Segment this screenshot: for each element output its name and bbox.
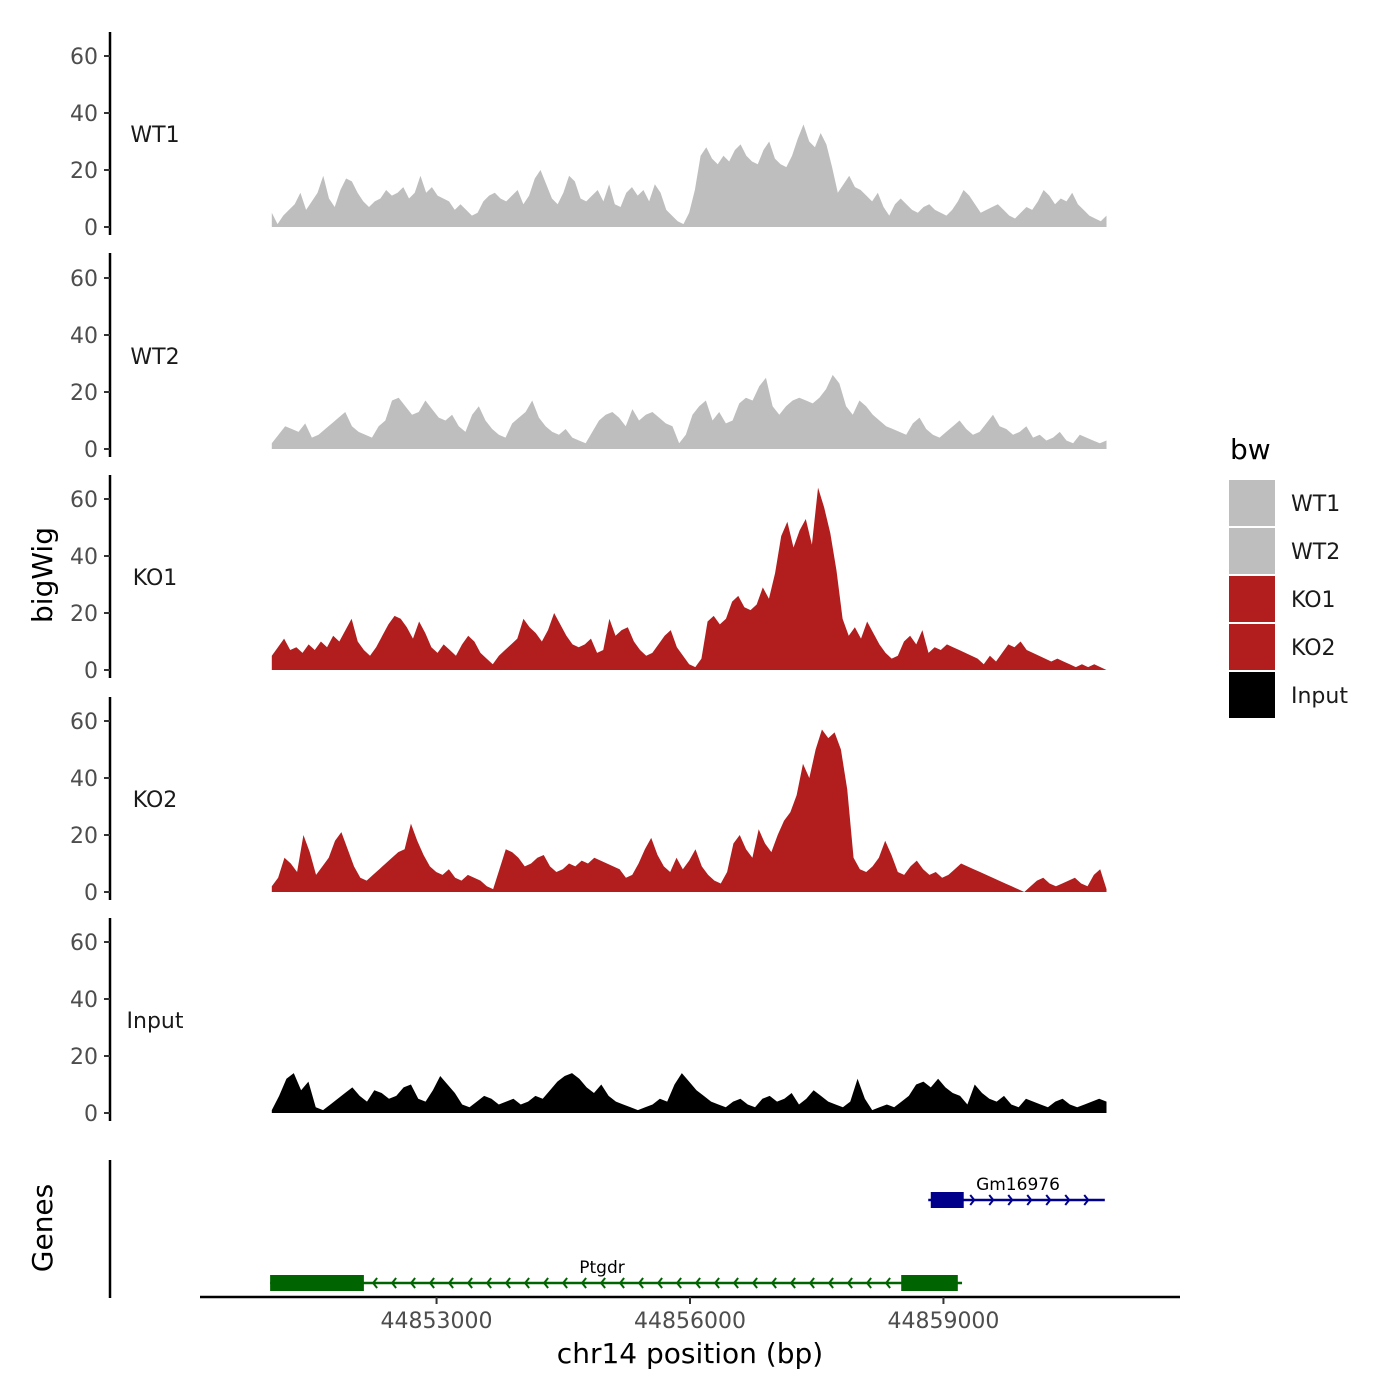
strand-arrow — [485, 1277, 492, 1289]
strand-arrow — [466, 1277, 473, 1289]
legend: bw WT1 WT2 KO1 KO2 Input — [1229, 433, 1348, 718]
y-tick-label: 0 — [84, 216, 98, 241]
y-tick-label: 40 — [70, 988, 98, 1013]
strand-arrow — [694, 1277, 701, 1289]
strand-arrow — [1064, 1194, 1071, 1206]
coverage-area-wt1 — [271, 124, 1107, 227]
x-axis: 44853000 44856000 44859000 — [200, 1295, 1180, 1334]
strand-arrow — [504, 1277, 511, 1289]
strand-arrow — [988, 1194, 995, 1206]
strand-arrow — [428, 1277, 435, 1289]
y-tick-label: 40 — [70, 545, 98, 570]
track-ko1: 0 20 40 60 KO1 — [70, 475, 1107, 684]
exon — [270, 1275, 364, 1291]
strand-arrow — [656, 1277, 663, 1289]
coverage-area-ko2 — [271, 729, 1107, 892]
strand-arrow — [732, 1277, 739, 1289]
strand-arrow — [969, 1194, 976, 1206]
coverage-area-wt2 — [271, 374, 1107, 449]
strand-arrow — [846, 1277, 853, 1289]
legend-key-ko2 — [1229, 624, 1275, 670]
gene-label: Ptgdr — [579, 1258, 625, 1278]
strand-arrow — [542, 1277, 549, 1289]
strand-arrow — [580, 1277, 587, 1289]
strand-arrow — [371, 1277, 378, 1289]
legend-label: Input — [1291, 684, 1348, 709]
strand-arrow — [390, 1277, 397, 1289]
y-axis-title: bigWig — [26, 527, 59, 623]
x-tick-label: 44856000 — [634, 1309, 746, 1334]
legend-title: bw — [1230, 433, 1271, 466]
strand-arrow — [1026, 1194, 1033, 1206]
strand-arrow — [447, 1277, 454, 1289]
strand-arrow — [865, 1277, 872, 1289]
strand-arrow — [770, 1277, 777, 1289]
y-tick-label: 60 — [70, 710, 98, 735]
legend-key-input — [1229, 672, 1275, 718]
exon — [930, 1192, 964, 1208]
x-axis-title: chr14 position (bp) — [557, 1337, 823, 1370]
track-wt2: 0 20 40 60 WT2 — [70, 253, 1107, 463]
y-tick-label: 60 — [70, 45, 98, 70]
x-tick-label: 44859000 — [887, 1309, 999, 1334]
track-label: WT2 — [130, 345, 179, 370]
y-tick-label: 20 — [70, 824, 98, 849]
strand-arrow — [789, 1277, 796, 1289]
gene-gm16976: Gm16976 — [928, 1175, 1105, 1208]
y-tick-label: 0 — [84, 1102, 98, 1127]
y-tick-label: 40 — [70, 767, 98, 792]
track-wt1: 0 20 40 60 WT1 — [70, 32, 1107, 241]
y-tick-label: 60 — [70, 488, 98, 513]
x-tick-label: 44853000 — [381, 1309, 493, 1334]
strand-arrow — [713, 1277, 720, 1289]
coverage-area-ko1 — [271, 487, 1107, 670]
track-input: 0 20 40 60 Input — [70, 918, 1107, 1127]
strand-arrow — [827, 1277, 834, 1289]
legend-label: KO1 — [1291, 588, 1336, 613]
gene-label: Gm16976 — [976, 1175, 1060, 1195]
exon — [901, 1275, 958, 1291]
strand-arrow — [1045, 1194, 1052, 1206]
y-tick-label: 60 — [70, 267, 98, 292]
legend-label: KO2 — [1291, 636, 1336, 661]
strand-arrow — [637, 1277, 644, 1289]
track-label: Input — [127, 1009, 184, 1034]
legend-key-wt2 — [1229, 528, 1275, 574]
track-label: KO1 — [133, 566, 178, 591]
strand-arrow — [599, 1277, 606, 1289]
strand-arrow — [409, 1277, 416, 1289]
tracks-layer: 0 20 40 60 WT1 0 20 40 60 WT2 0 20 40 60 KO1 0 20 40 60 KO2… — [70, 32, 1107, 1127]
strand-arrow — [808, 1277, 815, 1289]
genes-layer: Gm16976 Ptgdr — [108, 1160, 1105, 1298]
strand-arrow — [675, 1277, 682, 1289]
strand-arrow — [561, 1277, 568, 1289]
strand-arrow — [1007, 1194, 1014, 1206]
legend-label: WT1 — [1291, 492, 1340, 517]
legend-key-ko1 — [1229, 576, 1275, 622]
strand-arrow — [751, 1277, 758, 1289]
y-tick-label: 20 — [70, 602, 98, 627]
y-tick-label: 60 — [70, 931, 98, 956]
legend-key-wt1 — [1229, 480, 1275, 526]
y-tick-label: 20 — [70, 159, 98, 184]
strand-arrow — [1083, 1194, 1090, 1206]
y-tick-label: 0 — [84, 659, 98, 684]
strand-arrow — [523, 1277, 530, 1289]
strand-arrow — [884, 1277, 891, 1289]
gene-ptgdr: Ptgdr — [270, 1258, 963, 1291]
y-tick-label: 20 — [70, 381, 98, 406]
y-tick-label: 40 — [70, 102, 98, 127]
genes-panel-label: Genes — [26, 1184, 59, 1272]
y-tick-label: 0 — [84, 881, 98, 906]
track-label: KO2 — [133, 788, 178, 813]
y-tick-label: 20 — [70, 1045, 98, 1070]
y-tick-label: 0 — [84, 438, 98, 463]
track-ko2: 0 20 40 60 KO2 — [70, 697, 1107, 906]
y-tick-label: 40 — [70, 324, 98, 349]
track-label: WT1 — [130, 123, 179, 148]
strand-arrow — [618, 1277, 625, 1289]
coverage-area-input — [271, 1073, 1107, 1113]
legend-label: WT2 — [1291, 540, 1340, 565]
